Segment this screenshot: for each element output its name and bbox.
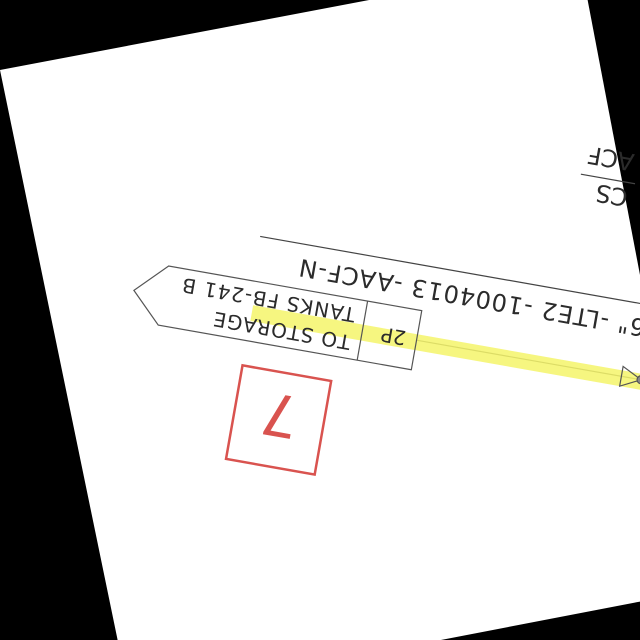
partial-title-divider xyxy=(580,173,636,185)
off-page-sheet-ref: 2P xyxy=(379,322,408,350)
off-page-connector-outline xyxy=(133,265,423,371)
off-page-connector-divider xyxy=(356,300,369,361)
gate-valve-icon xyxy=(618,365,640,395)
route-highlight xyxy=(250,305,640,394)
markup-box xyxy=(224,363,333,476)
line-number-underline xyxy=(260,235,640,310)
partial-title-text-1: CS xyxy=(594,178,630,211)
